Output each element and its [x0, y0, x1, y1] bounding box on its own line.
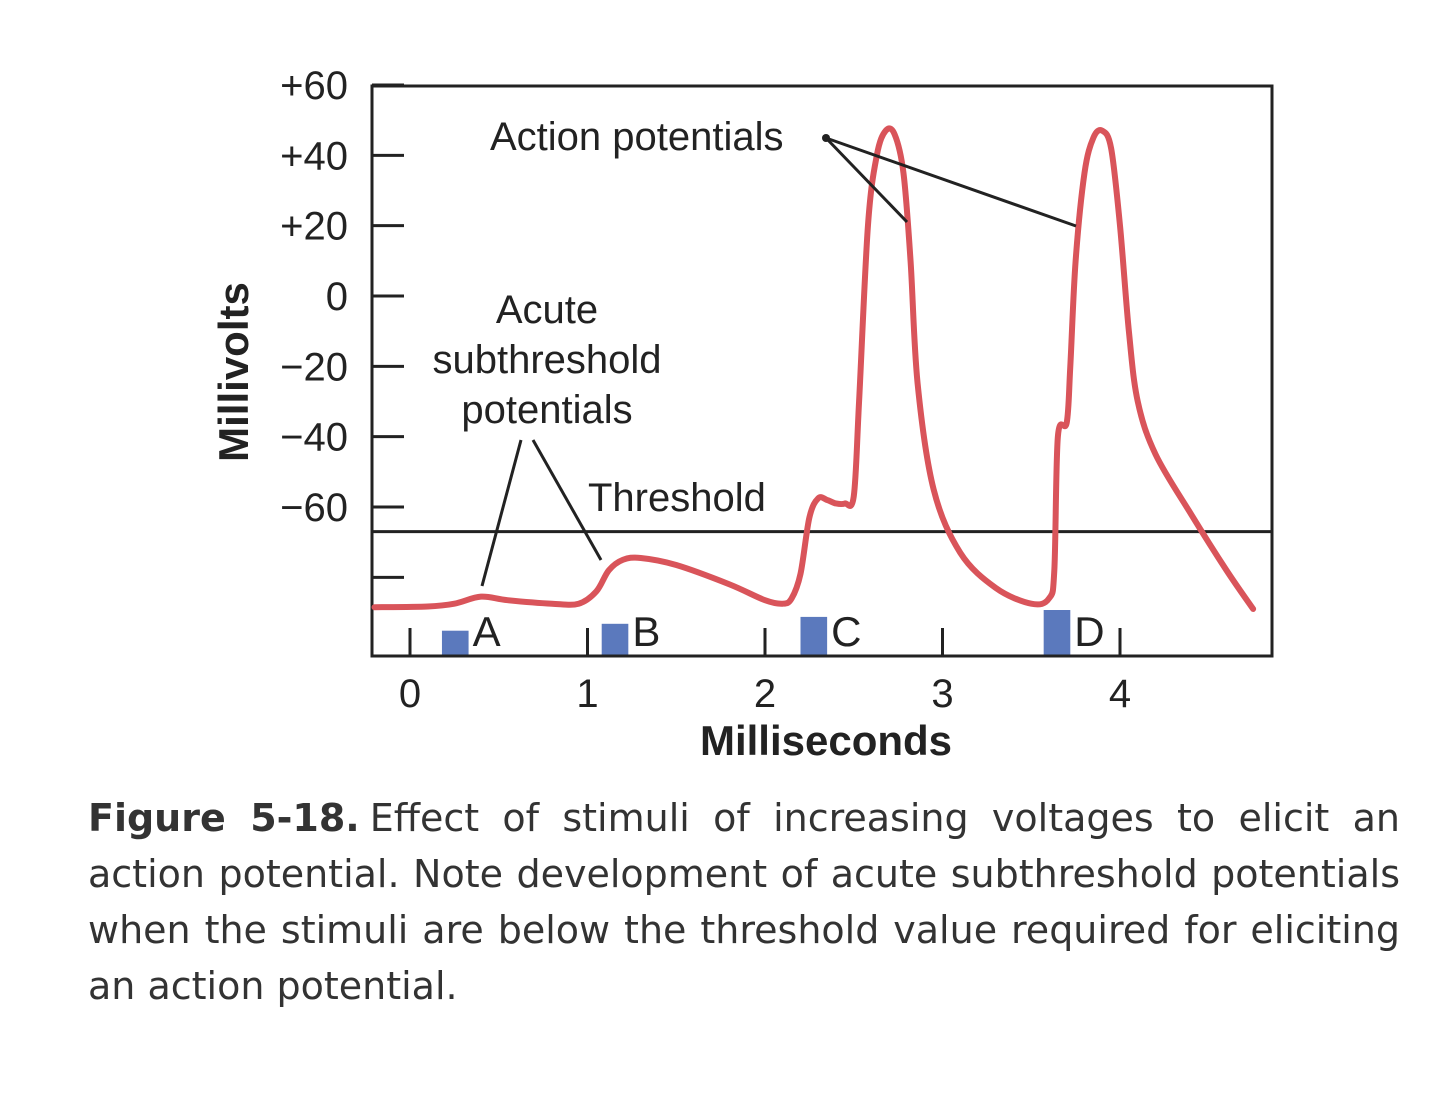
pointer-line	[824, 136, 909, 224]
figure-label: Figure 5-18.	[88, 796, 360, 840]
y-tick-label: 0	[326, 275, 348, 319]
stimulus-label-d: D	[1074, 608, 1104, 655]
figure-caption: Figure 5-18. Effect of stimuli of increas…	[88, 790, 1400, 1014]
action-potentials-label: Action potentials	[490, 115, 784, 159]
y-tick-label: +20	[280, 205, 348, 249]
stimulus-label-a: A	[473, 608, 501, 655]
pointer-line	[480, 439, 523, 587]
stimulus-bar-b	[601, 623, 629, 656]
x-tick-label: 4	[1109, 672, 1131, 716]
y-tick-label: +60	[280, 64, 348, 108]
pointer-dot	[822, 134, 830, 142]
pointer-line	[531, 439, 603, 561]
x-tick-label: 1	[576, 672, 598, 716]
stimulus-label-c: C	[831, 608, 861, 655]
stimulus-bar-c	[800, 616, 828, 656]
x-tick-label: 3	[931, 672, 953, 716]
action-potential-chart: A B C D +60 +40 +20 0 −20 −40 −60 0 1 2 3 4 Milliseconds…	[210, 64, 1274, 764]
x-tick-label: 0	[399, 672, 421, 716]
acute-label-line1: Acute	[496, 288, 598, 332]
stimulus-bar-d	[1043, 610, 1071, 656]
membrane-potential-line	[371, 125, 1257, 612]
stimulus-bar-a	[441, 630, 469, 656]
y-tick-label: −60	[280, 486, 348, 530]
y-axis-label: Millivolts	[210, 282, 257, 462]
threshold-label: Threshold	[588, 476, 766, 520]
caption-text: Effect of stimuli of increasing voltages…	[88, 796, 1400, 1008]
x-axis-label: Milliseconds	[700, 717, 952, 764]
y-tick-label: −20	[280, 345, 348, 389]
pointer-line	[825, 136, 1077, 228]
plot-frame	[370, 84, 1274, 658]
x-tick-label: 2	[754, 672, 776, 716]
acute-label-line3: potentials	[461, 388, 632, 432]
stimulus-label-b: B	[632, 608, 660, 655]
y-tick-label: −40	[280, 416, 348, 460]
acute-label-line2: subthreshold	[432, 338, 661, 382]
y-tick-label: +40	[280, 134, 348, 178]
